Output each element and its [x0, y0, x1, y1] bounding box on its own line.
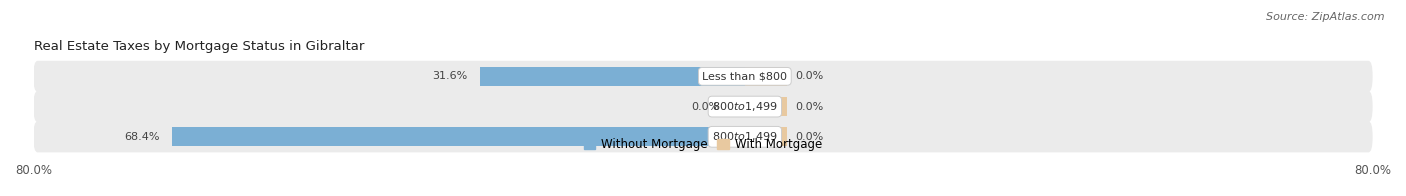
Text: $800 to $1,499: $800 to $1,499 — [711, 130, 778, 143]
FancyBboxPatch shape — [34, 121, 1372, 152]
Bar — [745, 127, 787, 146]
Text: 68.4%: 68.4% — [124, 132, 160, 142]
FancyBboxPatch shape — [34, 91, 1372, 122]
Text: $800 to $1,499: $800 to $1,499 — [711, 100, 778, 113]
FancyBboxPatch shape — [34, 61, 1372, 92]
Text: Less than $800: Less than $800 — [703, 71, 787, 81]
Legend: Without Mortgage, With Mortgage: Without Mortgage, With Mortgage — [579, 134, 827, 156]
Bar — [481, 67, 745, 86]
Bar — [173, 127, 745, 146]
Bar — [728, 97, 745, 116]
Text: Source: ZipAtlas.com: Source: ZipAtlas.com — [1267, 12, 1385, 22]
Text: 0.0%: 0.0% — [794, 132, 824, 142]
Bar — [745, 67, 787, 86]
Text: 0.0%: 0.0% — [692, 102, 720, 112]
Text: Real Estate Taxes by Mortgage Status in Gibraltar: Real Estate Taxes by Mortgage Status in … — [34, 41, 364, 54]
Text: 0.0%: 0.0% — [794, 102, 824, 112]
Text: 0.0%: 0.0% — [794, 71, 824, 81]
Text: 31.6%: 31.6% — [433, 71, 468, 81]
Bar — [745, 97, 787, 116]
